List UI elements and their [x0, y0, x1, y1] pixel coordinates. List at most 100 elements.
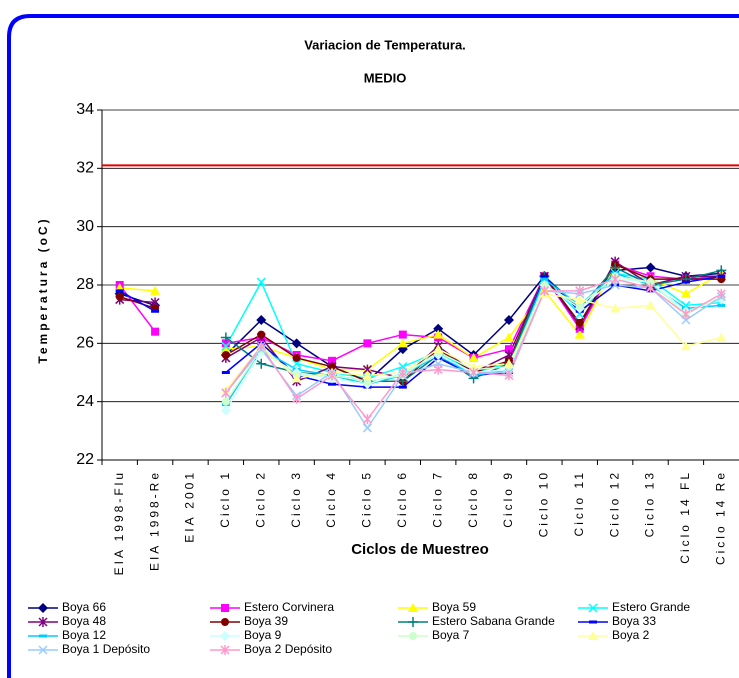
x-tick-label: Ciclo 6: [395, 470, 409, 528]
marker: [256, 341, 266, 352]
legend-label: Boya 7: [432, 628, 470, 642]
marker: [292, 353, 301, 362]
y-tick-label: 34: [76, 101, 94, 118]
marker: [574, 329, 585, 339]
marker: [327, 370, 337, 381]
marker: [503, 315, 514, 325]
marker: [610, 303, 621, 313]
x-tick-label: Ciclo 3: [289, 470, 303, 528]
marker: [115, 289, 124, 293]
marker: [680, 341, 691, 351]
marker: [468, 361, 479, 371]
marker: [291, 338, 302, 349]
y-tick-label: 26: [76, 335, 94, 352]
x-tick-label: Ciclo 11: [572, 470, 586, 536]
legend-label: Estero Grande: [612, 600, 690, 614]
marker: [221, 387, 231, 398]
marker: [433, 323, 444, 334]
legend-label: Estero Corvinera: [244, 600, 334, 614]
marker: [610, 274, 620, 285]
marker: [38, 617, 48, 627]
marker: [292, 393, 302, 404]
marker: [645, 262, 656, 273]
x-tick-label: Ciclo 8: [466, 470, 480, 528]
marker: [39, 634, 47, 638]
marker: [540, 277, 549, 281]
marker: [257, 330, 266, 339]
marker: [588, 603, 598, 613]
marker: [221, 341, 231, 351]
legend-label: Estero Sabana Grande: [432, 614, 555, 628]
legend-label: Boya 59: [432, 600, 476, 614]
legend-label: Boya 9: [244, 628, 282, 642]
marker: [716, 332, 727, 342]
legend-label: Boya 33: [612, 614, 656, 628]
frame: [7, 14, 739, 678]
marker: [716, 265, 727, 276]
marker: [291, 373, 302, 383]
y-tick-label: 32: [76, 160, 94, 177]
marker: [433, 364, 443, 375]
marker: [151, 309, 160, 313]
marker: [256, 315, 267, 325]
marker: [680, 288, 691, 298]
marker: [362, 414, 372, 425]
y-tick-label: 30: [76, 218, 94, 235]
marker: [574, 294, 585, 304]
marker: [256, 358, 267, 369]
marker: [151, 327, 160, 336]
marker: [539, 285, 549, 296]
y-tick-label: 28: [76, 276, 94, 293]
legend-label: Boya 48: [62, 614, 106, 628]
marker: [38, 645, 48, 655]
x-tick-label: Ciclo 14 Re: [713, 470, 727, 565]
marker: [646, 278, 655, 287]
marker: [220, 631, 230, 641]
marker: [363, 339, 372, 348]
marker: [681, 280, 690, 284]
marker: [221, 351, 230, 359]
marker: [408, 603, 418, 612]
legend-label: Boya 1 Depósito: [62, 642, 150, 656]
marker: [408, 617, 418, 627]
marker: [504, 370, 514, 381]
y-tick-label: 22: [76, 451, 94, 468]
marker: [503, 358, 514, 368]
y-axis-title: Temperatura (oC): [36, 216, 50, 363]
legend-label: Boya 2: [612, 628, 650, 642]
legend-label: Boya 12: [62, 628, 106, 642]
marker: [575, 318, 584, 327]
marker: [221, 371, 230, 374]
marker: [221, 397, 230, 406]
y-tick-label: 24: [76, 393, 94, 410]
chart-subtitle: MEDIO: [364, 70, 407, 85]
series-line: [225, 278, 722, 421]
legend-label: Boya 39: [244, 614, 288, 628]
x-axis-title: Ciclos de Muestreo: [351, 541, 489, 558]
marker: [575, 285, 585, 296]
marker: [716, 288, 726, 299]
x-tick-label: Ciclo 1: [218, 470, 232, 528]
x-tick-label: EIA 1998-Flu: [112, 470, 126, 575]
x-tick-label: Ciclo 9: [501, 470, 515, 528]
chart-title: Variacion de Temperatura.: [304, 37, 466, 52]
x-tick-label: Ciclo 5: [360, 470, 374, 528]
x-tick-label: Ciclo 4: [324, 470, 338, 528]
x-tick-label: Ciclo 7: [430, 470, 444, 528]
marker: [328, 362, 337, 371]
marker: [292, 359, 302, 369]
marker: [221, 618, 229, 626]
x-tick-label: Ciclo 10: [537, 470, 551, 537]
marker: [409, 632, 417, 640]
marker: [645, 300, 656, 310]
marker: [256, 277, 266, 287]
marker: [468, 352, 479, 362]
marker: [220, 332, 231, 343]
marker: [433, 329, 444, 339]
marker: [717, 303, 726, 307]
legend-label: Boya 66: [62, 600, 106, 614]
marker: [220, 645, 230, 655]
x-tick-label: Ciclo 14 FL: [678, 470, 692, 564]
marker: [220, 405, 231, 416]
